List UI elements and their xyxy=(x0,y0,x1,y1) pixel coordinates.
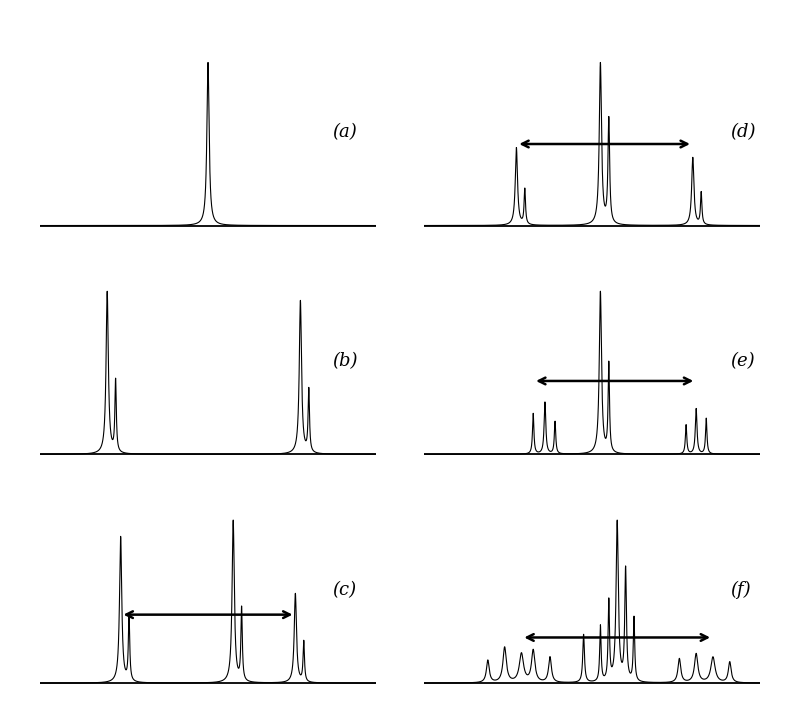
Text: (e): (e) xyxy=(730,352,754,370)
Text: (f): (f) xyxy=(730,581,750,599)
Text: (b): (b) xyxy=(332,352,358,370)
Text: (c): (c) xyxy=(332,581,357,598)
Text: (a): (a) xyxy=(332,123,357,141)
Text: (d): (d) xyxy=(730,123,755,141)
